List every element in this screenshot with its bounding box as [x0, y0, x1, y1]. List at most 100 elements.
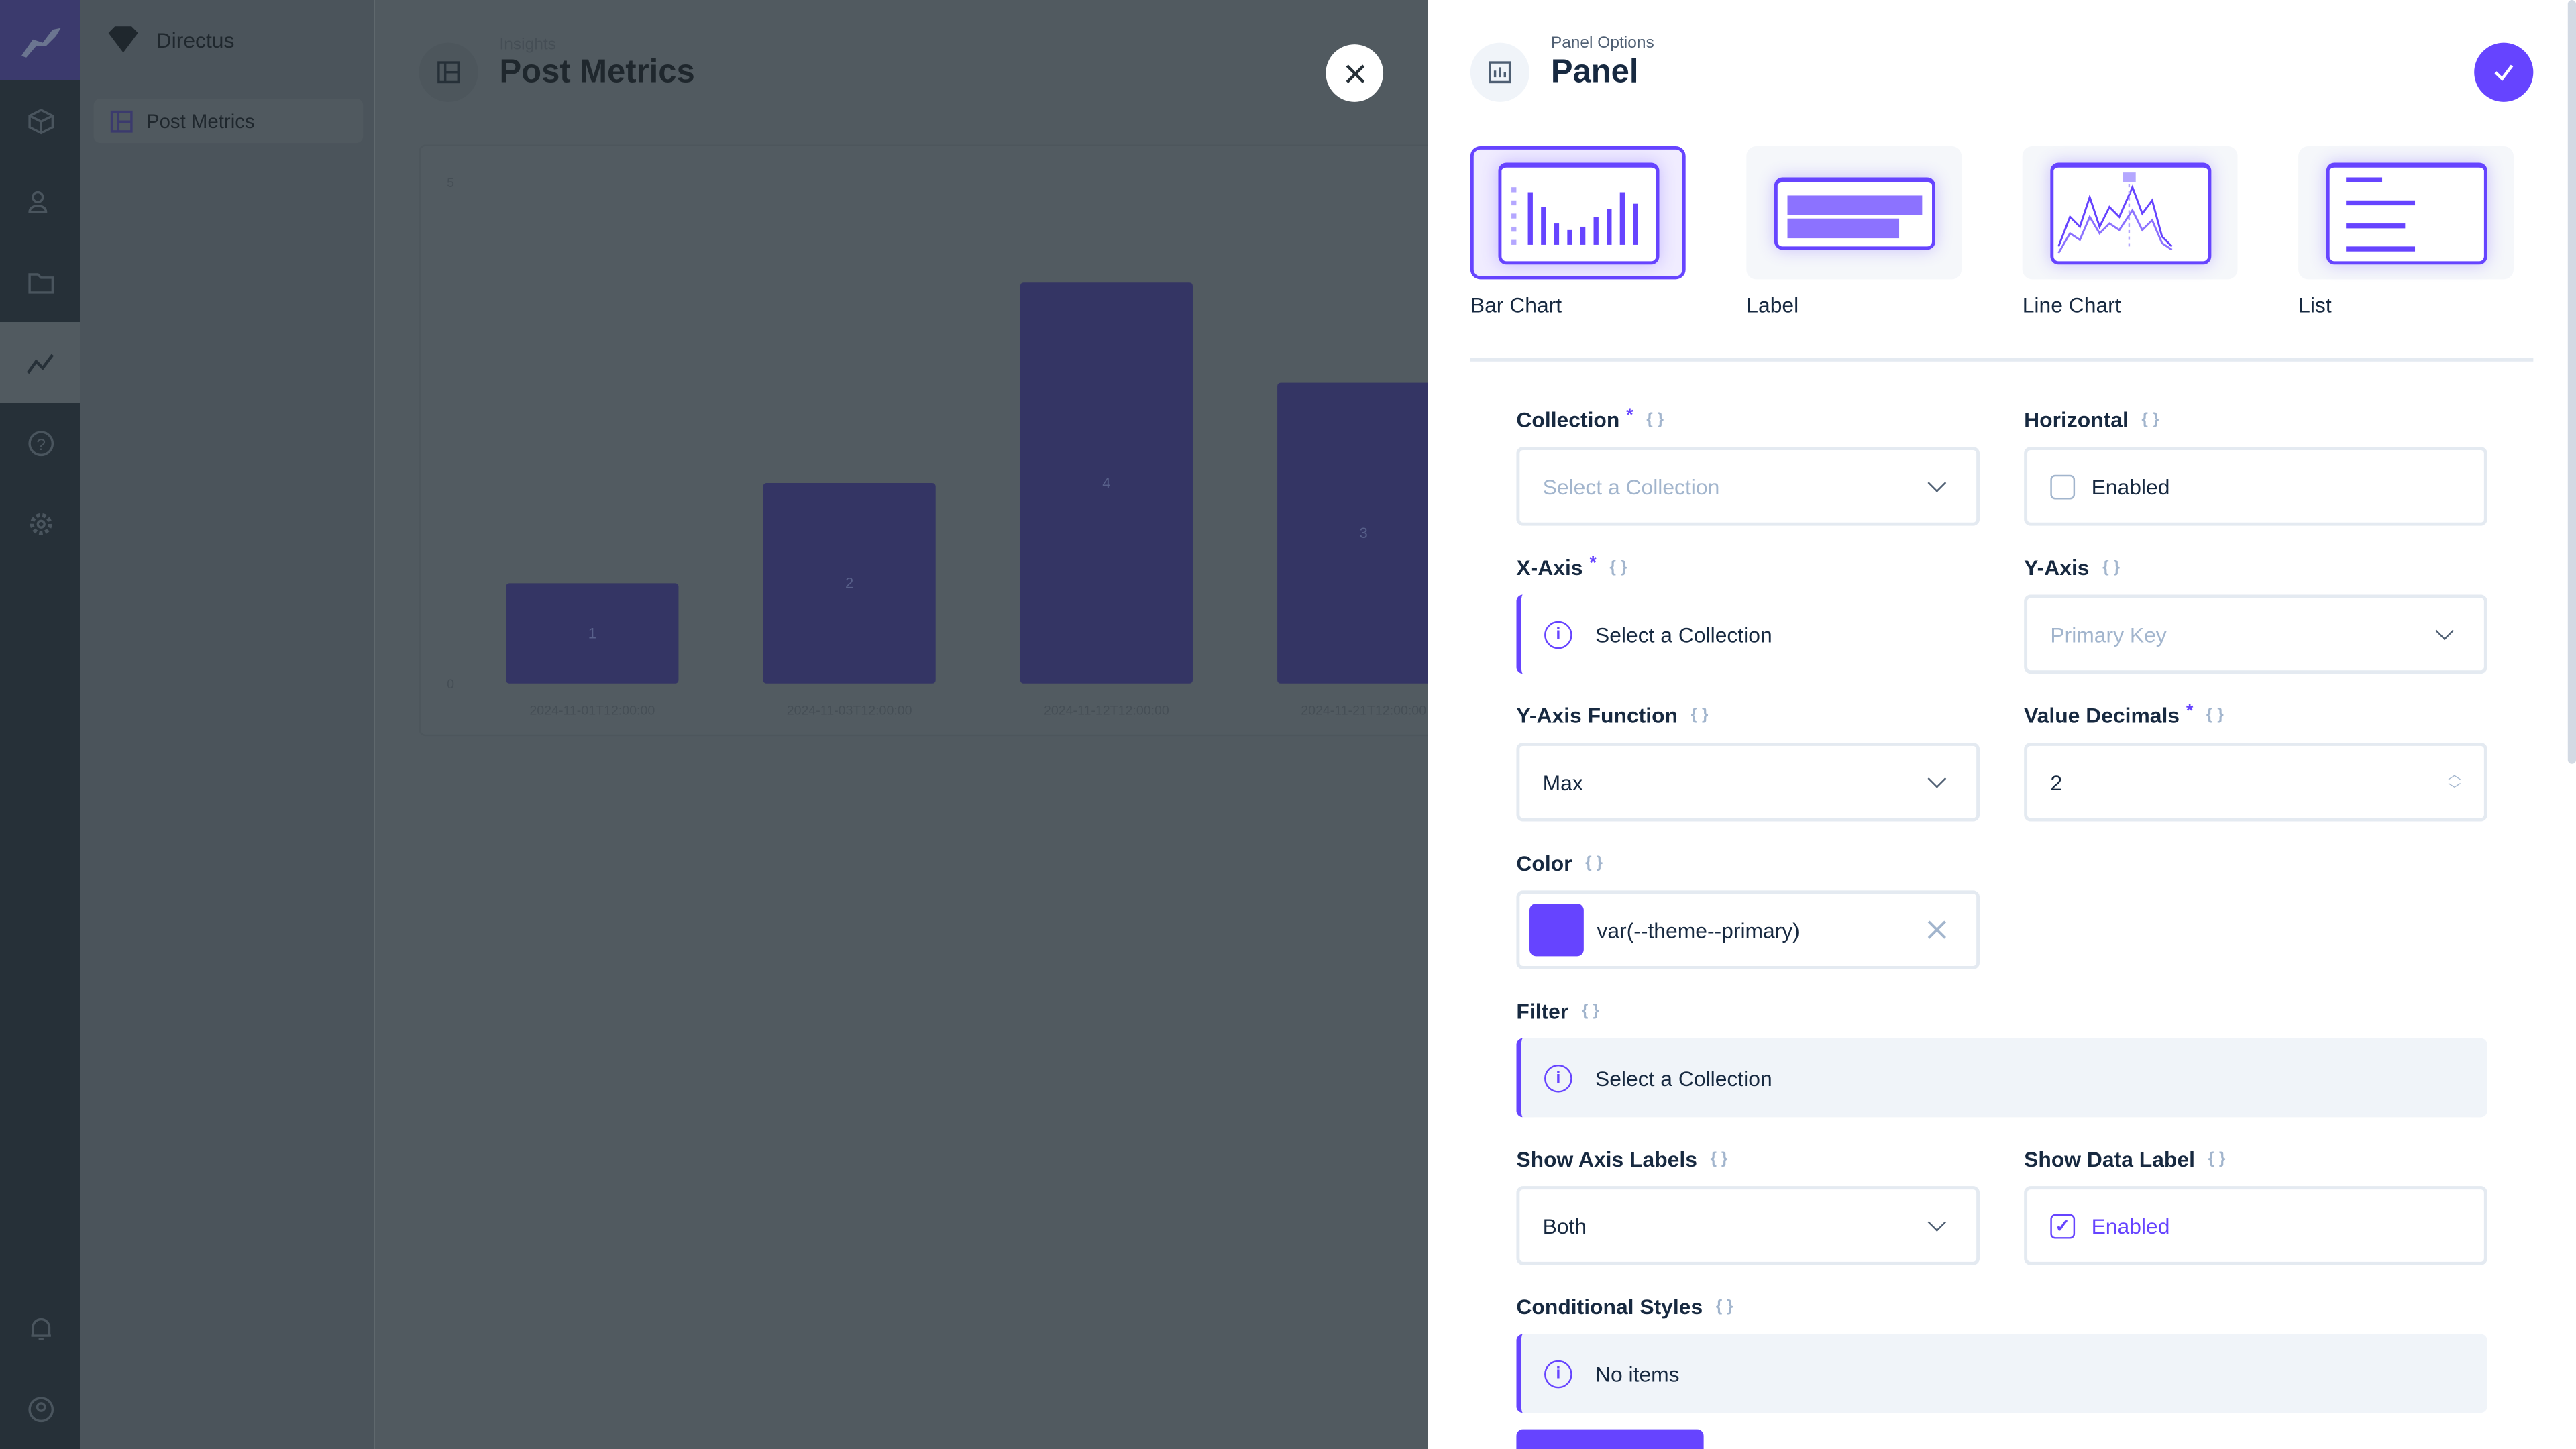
x-tick-label: 2024-11-03T12:00:00 — [787, 703, 912, 718]
y-axis-function-select[interactable]: Max — [1516, 742, 1980, 822]
chevron-down-icon — [2435, 621, 2454, 641]
show-axis-labels-select[interactable]: Both — [1516, 1186, 1980, 1265]
raw-value-icon: { } — [1609, 558, 1627, 577]
directus-logo-icon[interactable] — [0, 0, 81, 81]
data-label: 2 — [845, 575, 853, 592]
dashboard-icon — [419, 42, 478, 102]
x-axis-notice: i Select a Collection — [1516, 594, 1980, 674]
value-decimals-label: Value Decimals *{ } — [2024, 700, 2224, 728]
chevron-down-icon — [1927, 474, 1947, 492]
settings-icon[interactable] — [0, 483, 80, 564]
horizontal-checkbox[interactable]: Enabled — [2024, 447, 2487, 526]
drawer-title: Panel — [1550, 54, 1639, 91]
show-data-label-label: Show Data Label{ } — [2024, 1146, 2226, 1172]
project-name: Directus — [156, 27, 235, 52]
color-input[interactable]: var(--theme--primary) — [1516, 890, 1980, 969]
bar[interactable] — [506, 583, 679, 684]
help-icon[interactable]: ? — [0, 402, 80, 483]
panel-type-label-text: List — [2298, 292, 2332, 317]
y-tick-label: 0 — [447, 677, 454, 692]
raw-value-icon: { } — [1646, 411, 1664, 429]
collection-select[interactable]: Select a Collection — [1516, 447, 1980, 526]
stepper-icon[interactable]: ︿ ﹀ — [2448, 767, 2461, 797]
dashboard-icon — [110, 109, 133, 132]
raw-value-icon: { } — [2208, 1150, 2226, 1169]
content-box-icon[interactable] — [0, 80, 80, 161]
project-logo-icon — [108, 26, 138, 53]
panel-type-bar-chart[interactable] — [1470, 146, 1686, 280]
filter-label: Filter{ } — [1516, 998, 1599, 1024]
info-icon: i — [1544, 1359, 1572, 1388]
info-icon: i — [1544, 1063, 1572, 1092]
conditional-styles-notice: i No items — [1516, 1334, 2487, 1413]
checkbox-checked-icon: ✓ — [2050, 1213, 2076, 1238]
divider — [1470, 358, 2534, 362]
x-axis-label: X-Axis *{ } — [1516, 553, 1627, 580]
bar-chart-icon — [1470, 42, 1530, 102]
folder-icon[interactable] — [0, 241, 80, 322]
info-icon: i — [1544, 620, 1572, 649]
color-label: Color{ } — [1516, 851, 1603, 876]
scrollbar[interactable] — [2567, 0, 2576, 764]
panel-type-list[interactable] — [2298, 146, 2514, 280]
create-new-button[interactable] — [1516, 1429, 1704, 1449]
raw-value-icon: { } — [2102, 558, 2120, 577]
filter-notice: i Select a Collection — [1516, 1038, 2487, 1118]
drawer-subtitle: Panel Options — [1550, 34, 1654, 53]
panel-type-label-text: Line Chart — [2022, 292, 2121, 317]
chevron-down-icon — [1927, 769, 1947, 788]
main-content: Insights Post Metrics 5 0 1 2024-11-01T12:0… — [374, 0, 1470, 1449]
clear-icon[interactable] — [1927, 920, 1947, 939]
sidebar-item-post-metrics[interactable]: Post Metrics — [93, 98, 364, 144]
notifications-bell-icon[interactable] — [0, 1288, 80, 1368]
breadcrumb[interactable]: Insights — [499, 36, 556, 54]
raw-value-icon: { } — [1585, 854, 1603, 873]
raw-value-icon: { } — [2206, 706, 2224, 725]
raw-value-icon: { } — [2141, 411, 2159, 429]
show-data-label-checkbox[interactable]: ✓ Enabled — [2024, 1186, 2487, 1265]
conditional-styles-label: Conditional Styles{ } — [1516, 1294, 1733, 1320]
panel-type-line-chart[interactable] — [2022, 146, 2238, 280]
sidebar-item-label: Post Metrics — [146, 109, 255, 133]
x-tick-label: 2024-11-21T12:00:00 — [1301, 703, 1426, 718]
user-profile-icon[interactable] — [0, 1368, 80, 1449]
value-decimals-input[interactable]: 2 ︿ ﹀ — [2024, 742, 2487, 822]
save-button[interactable] — [2474, 42, 2534, 102]
svg-text:?: ? — [36, 435, 45, 453]
data-label: 1 — [588, 625, 596, 641]
x-tick-label: 2024-11-12T12:00:00 — [1044, 703, 1169, 718]
y-axis-select[interactable]: Primary Key — [2024, 594, 2487, 674]
project-header[interactable]: Directus — [107, 26, 235, 53]
bar[interactable] — [1020, 282, 1193, 684]
insights-icon[interactable] — [0, 322, 81, 403]
horizontal-label: Horizontal{ } — [2024, 407, 2159, 433]
check-icon — [2494, 64, 2514, 81]
bar-chart: 5 0 1 2024-11-01T12:00:00 2 2024-11-03T12:00:… — [447, 176, 1450, 718]
raw-value-icon: { } — [1690, 706, 1709, 725]
panel-type-label-text: Label — [1746, 292, 1799, 317]
users-icon[interactable] — [0, 161, 80, 241]
checkbox-icon — [2050, 474, 2076, 499]
data-label: 4 — [1102, 474, 1110, 491]
panel-options-drawer: Panel Options Panel Bar Chart Label Line… — [1428, 0, 2576, 1449]
y-axis-function-label: Y-Axis Function{ } — [1516, 703, 1709, 728]
close-icon — [1345, 64, 1364, 83]
color-swatch[interactable] — [1529, 903, 1584, 957]
data-label: 3 — [1360, 525, 1368, 541]
page-title: Post Metrics — [499, 54, 695, 91]
show-axis-labels-label: Show Axis Labels{ } — [1516, 1146, 1728, 1172]
panel-type-label-text: Bar Chart — [1470, 292, 1562, 317]
x-tick-label: 2024-11-01T12:00:00 — [529, 703, 655, 718]
collection-label: Collection *{ } — [1516, 405, 1664, 433]
raw-value-icon: { } — [1581, 1002, 1599, 1020]
close-drawer-button[interactable] — [1326, 44, 1384, 102]
raw-value-icon: { } — [1715, 1297, 1733, 1316]
y-tick-label: 5 — [447, 176, 454, 191]
bar[interactable] — [763, 483, 936, 684]
navigation-sidebar: Directus Post Metrics — [80, 0, 375, 1449]
chevron-down-icon — [1927, 1213, 1947, 1232]
panel-type-label[interactable] — [1746, 146, 1962, 280]
y-axis-label: Y-Axis{ } — [2024, 555, 2120, 580]
bar-chart-panel[interactable]: 5 0 1 2024-11-01T12:00:00 2 2024-11-03T12:00:… — [419, 144, 1470, 737]
bar[interactable] — [1277, 382, 1450, 684]
